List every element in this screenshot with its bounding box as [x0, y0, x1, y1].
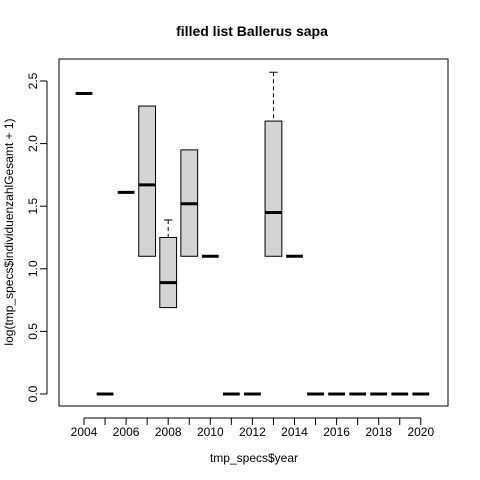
x-axis-label: tmp_specs$year	[210, 451, 298, 465]
y-axis-label: log(tmp_specs$individuenzahlGesamt + 1)	[2, 118, 16, 345]
box-2009	[180, 149, 199, 257]
x-tick-label: 2006	[113, 425, 140, 439]
x-tick-label: 2014	[281, 425, 308, 439]
plot-frame	[58, 58, 449, 407]
x-tick-label: 2016	[323, 425, 350, 439]
boxes	[75, 71, 430, 396]
y-tick-label: 2.5	[26, 72, 40, 89]
box-2013	[264, 71, 283, 257]
box-rect	[264, 120, 283, 257]
box-2007	[138, 105, 157, 257]
y-axis: 0.0 0.5 1.0 1.5 2.0 2.5	[26, 72, 48, 402]
x-tick-label: 2012	[239, 425, 266, 439]
box-rect	[138, 105, 157, 257]
x-tick-label: 2010	[197, 425, 224, 439]
y-tick-label: 1.5	[26, 198, 40, 215]
chart-title: filled list Ballerus sapa	[176, 23, 328, 39]
x-tick-label: 2020	[407, 425, 434, 439]
x-axis: 2004 2006 2008 2010 2012 2014 2016 2018 2020	[71, 417, 434, 439]
box-2008	[159, 219, 178, 309]
x-tick-label: 2018	[365, 425, 392, 439]
x-tick-label: 2008	[155, 425, 182, 439]
y-tick-label: 0.0	[26, 385, 40, 402]
x-tick-label: 2004	[71, 425, 98, 439]
y-tick-label: 2.0	[26, 135, 40, 152]
box-rect	[159, 237, 178, 309]
y-tick-label: 0.5	[26, 323, 40, 340]
y-tick-label: 1.0	[26, 260, 40, 277]
